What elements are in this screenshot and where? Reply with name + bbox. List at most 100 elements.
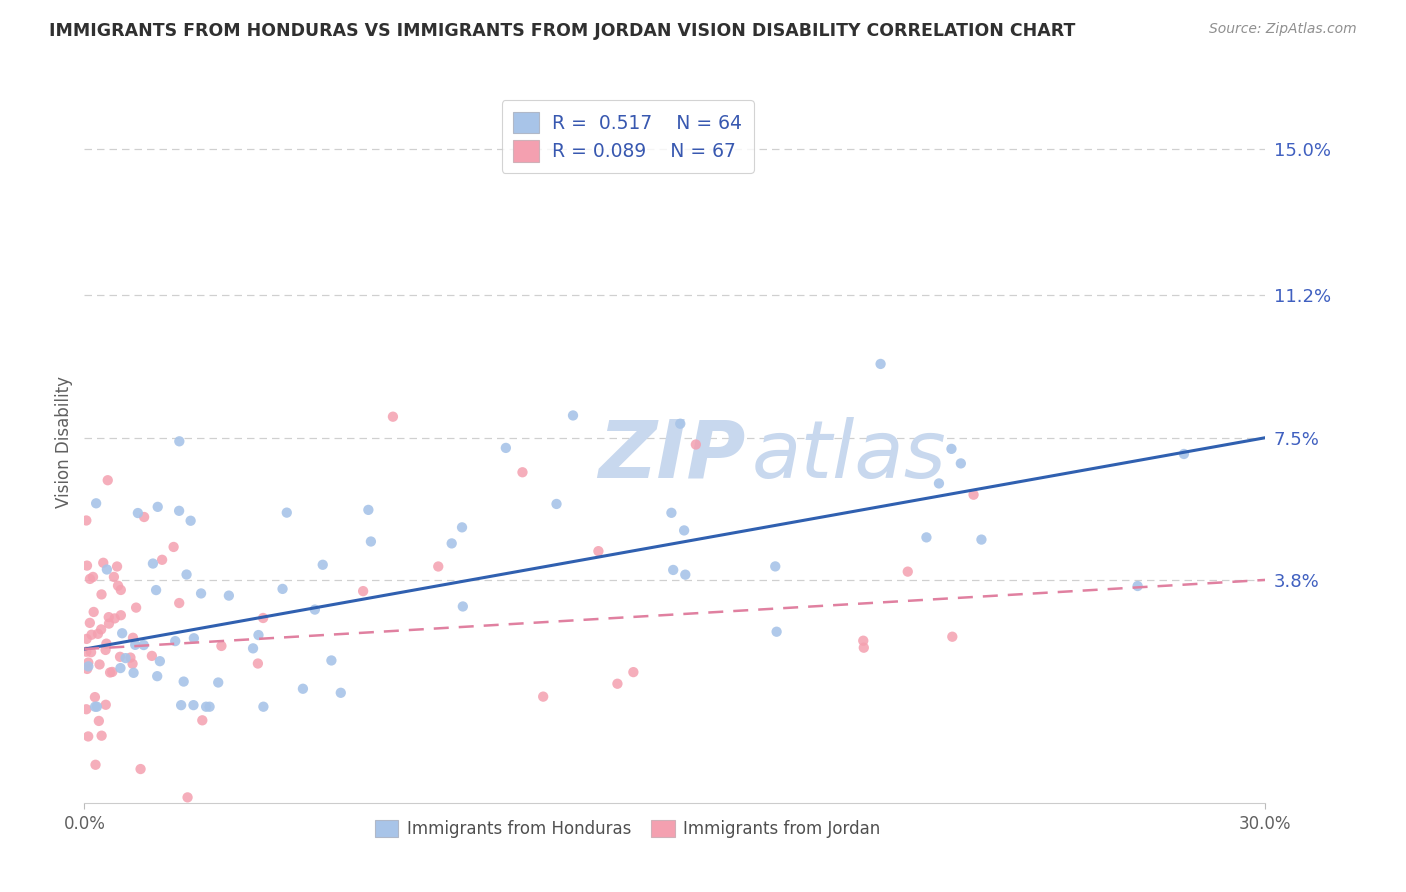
Point (103, 570, 125, 584)
Point (77, 656, 100, 670)
Point (304, 602, 326, 616)
Point (495, 441, 517, 455)
Point (79, 615, 101, 630)
Point (83, 605, 105, 619)
Point (150, 553, 173, 567)
Point (357, 503, 380, 517)
Point (246, 657, 269, 671)
Point (897, 565, 920, 579)
Point (84, 690, 107, 705)
Point (661, 506, 683, 520)
Point (562, 409, 585, 423)
Point (96, 637, 118, 651)
Point (852, 640, 875, 655)
Point (440, 536, 463, 550)
Point (247, 628, 270, 642)
Point (79, 572, 101, 586)
Point (97, 610, 120, 624)
Point (87, 714, 110, 728)
Point (190, 586, 212, 600)
Point (962, 488, 984, 502)
Point (96, 562, 118, 576)
Point (329, 686, 352, 700)
Text: ZIP: ZIP (598, 417, 745, 495)
Point (915, 530, 938, 544)
Point (183, 632, 205, 646)
Point (321, 653, 343, 667)
Point (149, 654, 172, 668)
Point (146, 669, 169, 683)
Point (146, 500, 169, 514)
Point (125, 600, 148, 615)
Point (360, 534, 382, 549)
Point (512, 465, 534, 479)
Point (127, 506, 149, 520)
Point (122, 665, 145, 680)
Point (101, 665, 124, 679)
Point (86, 699, 108, 714)
Point (75, 702, 97, 716)
Point (869, 357, 891, 371)
Point (80, 628, 103, 642)
Point (173, 674, 195, 689)
Point (77, 659, 100, 673)
Point (162, 540, 184, 554)
Point (132, 638, 155, 652)
Point (252, 611, 274, 625)
Point (183, 698, 205, 713)
Point (928, 476, 950, 491)
Point (673, 567, 696, 582)
Point (111, 626, 134, 640)
Point (142, 557, 165, 571)
Point (110, 661, 132, 675)
Point (588, 544, 610, 558)
Point (381, 409, 404, 424)
Point (546, 497, 568, 511)
Text: IMMIGRANTS FROM HONDURAS VS IMMIGRANTS FROM JORDAN VISION DISABILITY CORRELATION: IMMIGRANTS FROM HONDURAS VS IMMIGRANTS F… (49, 22, 1076, 40)
Point (110, 608, 132, 623)
Y-axis label: Vision Disability: Vision Disability (55, 376, 73, 508)
Point (941, 442, 963, 456)
Point (97, 473, 120, 487)
Point (108, 649, 131, 664)
Point (80, 645, 103, 659)
Point (606, 677, 628, 691)
Point (662, 563, 685, 577)
Point (852, 633, 875, 648)
Point (90, 587, 112, 601)
Text: atlas: atlas (752, 417, 946, 495)
Point (76, 662, 98, 676)
Point (110, 582, 132, 597)
Point (176, 567, 198, 582)
Point (209, 639, 232, 653)
Point (145, 583, 167, 598)
Point (191, 714, 214, 728)
Point (122, 631, 145, 645)
Legend: Immigrants from Honduras, Immigrants from Jordan: Immigrants from Honduras, Immigrants fro… (368, 814, 887, 845)
Point (949, 457, 972, 471)
Point (91, 556, 114, 570)
Point (312, 558, 335, 572)
Point (763, 559, 786, 574)
Point (121, 657, 143, 671)
Point (84, 496, 107, 510)
Point (621, 665, 644, 679)
Point (89, 657, 111, 672)
Point (120, 650, 142, 665)
Point (451, 520, 474, 534)
Point (77, 730, 100, 744)
Point (765, 624, 787, 639)
Point (134, 510, 156, 524)
Point (673, 524, 696, 538)
Point (291, 681, 314, 696)
Point (669, 417, 692, 431)
Point (82, 570, 104, 584)
Point (1126, 579, 1149, 593)
Point (90, 729, 112, 743)
Point (75, 513, 97, 527)
Point (970, 533, 993, 547)
Point (124, 638, 146, 652)
Point (207, 675, 229, 690)
Point (271, 582, 294, 596)
Point (87, 627, 110, 641)
